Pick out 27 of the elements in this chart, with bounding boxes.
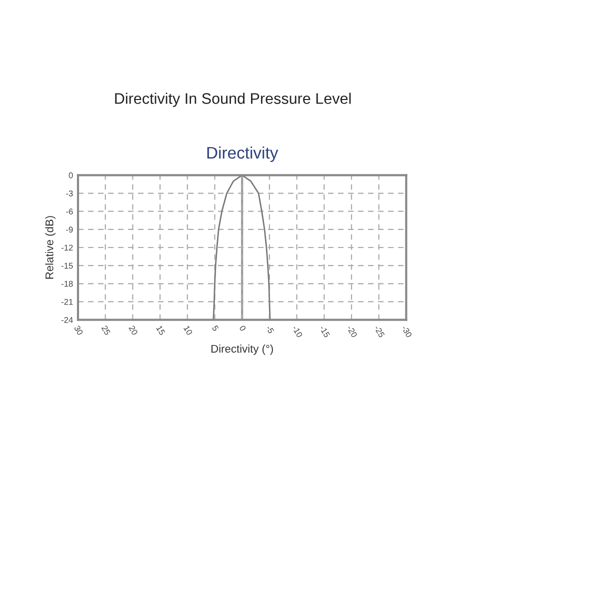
x-tick-label: -25 bbox=[374, 325, 385, 338]
y-tick-label: -24 bbox=[61, 317, 73, 323]
y-tick-label: -12 bbox=[61, 244, 73, 251]
line-series bbox=[212, 175, 271, 320]
x-tick-label: -20 bbox=[346, 325, 358, 338]
x-tick-label: 15 bbox=[156, 325, 166, 336]
x-tick-label: -30 bbox=[401, 325, 412, 338]
y-tick-label: 0 bbox=[68, 172, 73, 178]
x-tick-label: 20 bbox=[128, 325, 138, 336]
x-tick-label: 5 bbox=[212, 325, 219, 332]
y-tick-label: -6 bbox=[66, 208, 73, 214]
x-tick-label: 0 bbox=[239, 325, 246, 332]
y-tick-label: -3 bbox=[66, 190, 73, 196]
y-tick-label: -21 bbox=[61, 298, 73, 305]
x-tick-label: -15 bbox=[319, 325, 330, 338]
x-tick-label: -10 bbox=[292, 325, 303, 338]
x-tick-label: 30 bbox=[74, 325, 84, 336]
y-tick-label: -15 bbox=[61, 262, 73, 269]
y-tick-label: -18 bbox=[61, 280, 73, 287]
x-tick-label: 10 bbox=[183, 325, 193, 336]
chart-subtitle: Directivity bbox=[207, 146, 278, 162]
x-tick-label: -5 bbox=[266, 325, 274, 334]
x-axis-title: Directivity (°) bbox=[211, 344, 273, 355]
y-axis-title: Relative (dB) bbox=[45, 216, 56, 279]
chart-title: Directivity In Sound Pressure Level bbox=[115, 92, 351, 107]
x-tick-label: 25 bbox=[101, 325, 111, 336]
y-tick-label: -9 bbox=[66, 226, 73, 233]
